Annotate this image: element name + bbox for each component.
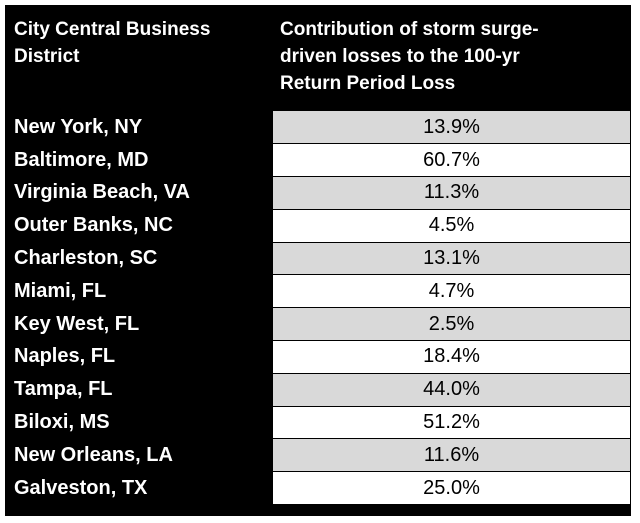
contribution-value-cell: 11.6% bbox=[271, 438, 630, 473]
city-cell: Tampa, FL bbox=[14, 378, 113, 401]
contribution-value-cell: 25.0% bbox=[271, 471, 630, 506]
storm-surge-table: City Central Business District Contribut… bbox=[6, 6, 630, 506]
city-cell: Key West, FL bbox=[14, 312, 140, 335]
table-body: New York, NY 13.9% Baltimore, MD 60.7% Virgi… bbox=[6, 111, 630, 506]
contribution-value-cell: 13.1% bbox=[271, 242, 630, 276]
city-cell: Galveston, TX bbox=[14, 476, 148, 499]
city-cell: Baltimore, MD bbox=[14, 148, 149, 171]
table-row: Galveston, TX 25.0% bbox=[6, 471, 630, 506]
table-row: Tampa, FL 44.0% bbox=[6, 373, 630, 407]
contribution-value-cell: 11.3% bbox=[271, 176, 630, 210]
contribution-value-cell: 13.9% bbox=[271, 111, 630, 145]
contribution-value-cell: 2.5% bbox=[271, 307, 630, 342]
column-header-contribution-line-2: driven losses to the 100-yr bbox=[280, 46, 520, 67]
city-cell: New York, NY bbox=[14, 115, 143, 138]
table-row: Key West, FL 2.5% bbox=[6, 307, 630, 342]
city-cell: Outer Banks, NC bbox=[14, 214, 173, 237]
contribution-value-cell: 44.0% bbox=[271, 373, 630, 407]
table-row: Virginia Beach, VA 11.3% bbox=[6, 176, 630, 210]
table-row: Miami, FL 4.7% bbox=[6, 274, 630, 309]
table-row: Naples, FL 18.4% bbox=[6, 340, 630, 374]
table-row: Biloxi, MS 51.2% bbox=[6, 406, 630, 440]
table-row: New Orleans, LA 11.6% bbox=[6, 438, 630, 473]
table-row: Baltimore, MD 60.7% bbox=[6, 143, 630, 178]
contribution-value-cell: 18.4% bbox=[271, 340, 630, 374]
table-frame: City Central Business District Contribut… bbox=[5, 5, 631, 516]
table-row: Charleston, SC 13.1% bbox=[6, 242, 630, 276]
column-header-contribution-line-1: Contribution of storm surge- bbox=[280, 19, 539, 40]
city-cell: Naples, FL bbox=[14, 345, 116, 368]
contribution-value-cell: 51.2% bbox=[271, 406, 630, 440]
table-header: City Central Business District Contribut… bbox=[6, 6, 630, 111]
column-header-city-line-2: District bbox=[14, 46, 80, 67]
column-header-contribution-line-3: Return Period Loss bbox=[280, 73, 456, 94]
contribution-value-cell: 60.7% bbox=[271, 143, 630, 178]
city-cell: Miami, FL bbox=[14, 279, 107, 302]
column-header-contribution: Contribution of storm surge- driven loss… bbox=[272, 6, 630, 111]
city-cell: New Orleans, LA bbox=[14, 443, 173, 466]
contribution-value-cell: 4.5% bbox=[271, 209, 630, 243]
city-cell: Charleston, SC bbox=[14, 247, 158, 270]
table-row: New York, NY 13.9% bbox=[6, 111, 630, 145]
city-cell: Biloxi, MS bbox=[14, 411, 110, 434]
column-header-city: City Central Business District bbox=[6, 6, 272, 111]
table-row: Outer Banks, NC 4.5% bbox=[6, 209, 630, 243]
contribution-value-cell: 4.7% bbox=[271, 274, 630, 309]
city-cell: Virginia Beach, VA bbox=[14, 181, 190, 204]
column-header-city-line-1: City Central Business bbox=[14, 19, 211, 40]
